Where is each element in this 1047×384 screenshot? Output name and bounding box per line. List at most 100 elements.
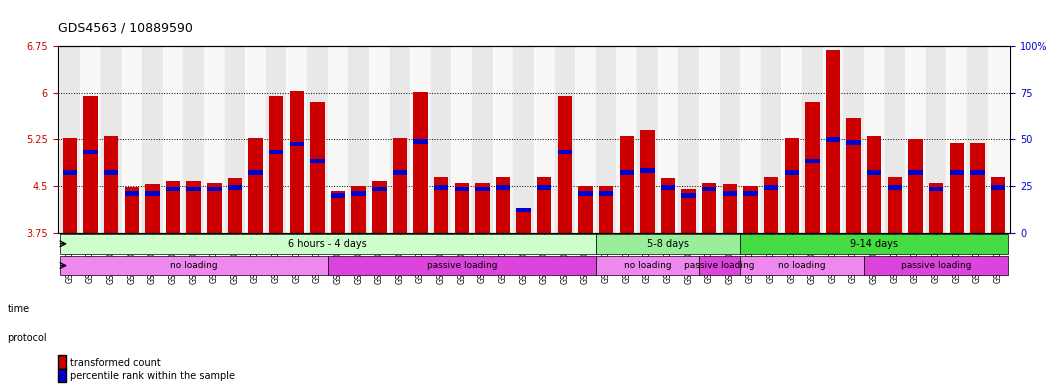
Bar — [393, 138, 407, 233]
Bar — [558, 96, 572, 233]
Bar — [451, 46, 472, 233]
Bar — [186, 181, 201, 233]
Bar — [661, 178, 675, 233]
Bar — [372, 187, 386, 192]
Bar — [389, 46, 410, 233]
Bar — [658, 46, 678, 233]
Bar — [496, 185, 510, 190]
Bar — [971, 142, 984, 233]
Bar — [227, 178, 242, 233]
Bar — [971, 170, 984, 175]
Bar — [802, 46, 823, 233]
Bar — [929, 183, 943, 233]
Text: 5-8 days: 5-8 days — [647, 239, 689, 249]
Bar — [703, 187, 716, 192]
Bar — [104, 136, 118, 233]
Bar — [719, 46, 740, 233]
Bar — [307, 46, 328, 233]
Bar — [784, 138, 799, 233]
FancyBboxPatch shape — [596, 234, 740, 253]
Bar — [352, 192, 365, 196]
Bar — [165, 187, 180, 192]
Bar — [826, 50, 840, 233]
Bar — [121, 46, 142, 233]
Bar — [493, 46, 513, 233]
Bar — [637, 46, 658, 233]
Bar — [225, 46, 245, 233]
Bar — [414, 92, 428, 233]
Bar — [186, 187, 201, 192]
Text: percentile rank within the sample: percentile rank within the sample — [70, 371, 236, 381]
Text: 9-14 days: 9-14 days — [850, 239, 898, 249]
Text: time: time — [7, 304, 29, 314]
Bar — [63, 138, 77, 233]
Bar — [290, 142, 304, 146]
Bar — [104, 170, 118, 175]
Bar — [823, 46, 843, 233]
Bar — [740, 46, 761, 233]
Bar — [843, 46, 864, 233]
Bar — [372, 181, 386, 233]
Bar — [908, 170, 922, 175]
Bar — [266, 46, 287, 233]
Bar — [513, 46, 534, 233]
Bar — [433, 177, 448, 233]
Bar — [207, 187, 222, 192]
Text: transformed count: transformed count — [70, 358, 161, 368]
Bar — [331, 194, 346, 198]
Bar — [867, 170, 882, 175]
Bar — [682, 194, 696, 198]
Bar — [349, 46, 369, 233]
Bar — [331, 190, 346, 233]
Bar — [620, 136, 634, 233]
Bar — [433, 185, 448, 190]
Bar — [472, 46, 493, 233]
Bar — [888, 177, 903, 233]
Text: no loading: no loading — [170, 261, 218, 270]
Bar — [987, 46, 1008, 233]
Bar — [204, 46, 225, 233]
Bar — [534, 46, 555, 233]
FancyBboxPatch shape — [60, 256, 328, 275]
Text: passive loading: passive loading — [426, 261, 497, 270]
Bar — [784, 170, 799, 175]
Bar — [805, 102, 820, 233]
Bar — [846, 118, 861, 233]
Bar — [703, 183, 716, 233]
Bar — [290, 91, 304, 233]
Bar — [908, 139, 922, 233]
Bar — [764, 185, 778, 190]
Bar — [906, 46, 926, 233]
Bar — [101, 46, 121, 233]
Bar — [678, 46, 699, 233]
Bar — [640, 130, 654, 233]
FancyBboxPatch shape — [740, 234, 1008, 253]
Bar — [578, 192, 593, 196]
Bar — [248, 138, 263, 233]
Bar — [950, 170, 964, 175]
Bar — [620, 170, 634, 175]
Bar — [537, 177, 552, 233]
Bar — [640, 169, 654, 173]
Bar — [722, 192, 737, 196]
Bar — [682, 189, 696, 233]
Bar — [885, 46, 906, 233]
Bar — [617, 46, 637, 233]
FancyBboxPatch shape — [740, 256, 864, 275]
Bar — [352, 186, 365, 233]
Bar — [781, 46, 802, 233]
Bar — [558, 150, 572, 154]
Bar — [84, 96, 97, 233]
Bar — [888, 185, 903, 190]
Bar — [967, 46, 987, 233]
FancyBboxPatch shape — [864, 256, 1008, 275]
Bar — [575, 46, 596, 233]
Bar — [414, 139, 428, 144]
Text: passive loading: passive loading — [685, 261, 755, 270]
Bar — [369, 46, 389, 233]
Bar — [84, 150, 97, 154]
Bar — [183, 46, 204, 233]
Bar — [431, 46, 451, 233]
Bar — [328, 46, 349, 233]
Bar — [950, 142, 964, 233]
